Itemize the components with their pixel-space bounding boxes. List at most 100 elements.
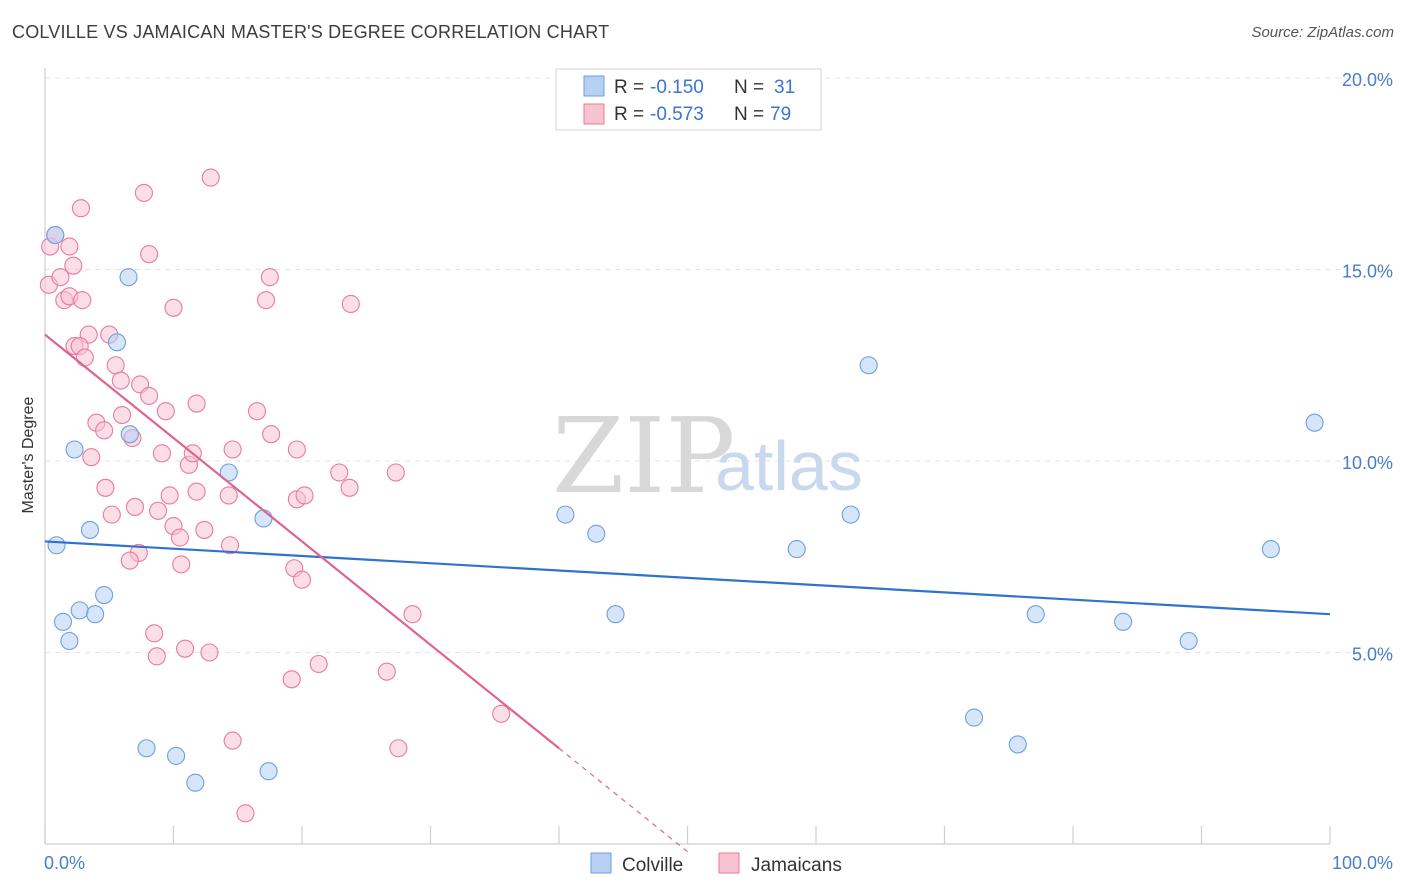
point-jamaicans-37 bbox=[152, 444, 171, 463]
point-colville-24 bbox=[965, 708, 984, 727]
bottom-legend-label-colville: Colville bbox=[622, 855, 683, 876]
point-jamaicans-9 bbox=[73, 291, 92, 310]
point-jamaicans-41 bbox=[219, 486, 238, 505]
point-jamaicans-29 bbox=[256, 291, 276, 310]
point-jamaicans-13 bbox=[75, 348, 94, 367]
point-colville-8 bbox=[254, 509, 273, 528]
point-jamaicans-26 bbox=[164, 298, 183, 317]
point-colville-13 bbox=[60, 631, 79, 651]
legend: R = -0.150 N = 31 R = -0.573 N = 79 bbox=[555, 68, 822, 131]
point-jamaicans-28 bbox=[260, 268, 279, 287]
y-tick-label-20: 20.0% bbox=[1342, 70, 1393, 90]
point-jamaicans-71 bbox=[389, 739, 408, 758]
point-jamaicans-32 bbox=[96, 478, 115, 497]
point-jamaicans-66 bbox=[309, 654, 328, 674]
point-jamaicans-24 bbox=[140, 245, 159, 264]
watermark-zip: ZIP bbox=[552, 395, 735, 517]
legend-r-value-1: -0.150 bbox=[650, 77, 704, 98]
point-jamaicans-69 bbox=[492, 704, 511, 723]
point-colville-3 bbox=[65, 440, 84, 459]
y-tick-label-5: 5.0% bbox=[1352, 645, 1393, 665]
point-colville-18 bbox=[556, 505, 575, 524]
point-jamaicans-53 bbox=[170, 528, 189, 547]
point-jamaicans-44 bbox=[247, 402, 267, 421]
point-jamaicans-50 bbox=[340, 478, 359, 497]
point-jamaicans-67 bbox=[282, 670, 301, 689]
point-colville-14 bbox=[137, 739, 156, 758]
point-colville-25 bbox=[1008, 735, 1027, 754]
legend-r-label-2: R = bbox=[614, 104, 644, 125]
point-jamaicans-30 bbox=[341, 294, 360, 314]
legend-n-label-2: N = bbox=[734, 104, 764, 125]
point-jamaicans-36 bbox=[160, 486, 179, 505]
point-jamaicans-3 bbox=[51, 268, 70, 287]
point-colville-11 bbox=[86, 605, 105, 624]
point-jamaicans-65 bbox=[200, 643, 219, 662]
point-jamaicans-7 bbox=[60, 237, 79, 256]
point-jamaicans-49 bbox=[330, 463, 349, 482]
point-colville-27 bbox=[1114, 612, 1133, 631]
point-colville-23 bbox=[859, 356, 878, 375]
legend-r-value-2: -0.573 bbox=[650, 104, 704, 125]
point-jamaicans-6 bbox=[71, 199, 91, 218]
bottom-legend-swatch-colville bbox=[590, 852, 612, 874]
point-colville-20 bbox=[606, 605, 625, 624]
point-colville-1 bbox=[119, 268, 138, 287]
point-jamaicans-62 bbox=[145, 624, 164, 643]
axes bbox=[44, 68, 1331, 845]
point-jamaicans-20 bbox=[156, 402, 175, 421]
legend-r-label-1: R = bbox=[614, 77, 644, 98]
legend-n-value-2: 79 bbox=[770, 104, 791, 125]
watermark-atlas: atlas bbox=[715, 427, 863, 505]
point-colville-10 bbox=[70, 601, 89, 620]
point-jamaicans-16 bbox=[111, 371, 130, 390]
bottom-legend: Colville Jamaicans bbox=[590, 852, 842, 876]
y-tick-label-15: 15.0% bbox=[1342, 262, 1393, 282]
point-colville-0 bbox=[46, 225, 65, 245]
point-jamaicans-43 bbox=[223, 440, 242, 459]
point-jamaicans-57 bbox=[220, 536, 240, 555]
trendline-jamaicans-extension bbox=[558, 747, 688, 853]
point-jamaicans-72 bbox=[236, 804, 255, 823]
legend-swatch-jamaicans bbox=[583, 103, 605, 125]
trend-lines bbox=[44, 333, 1331, 853]
point-jamaicans-64 bbox=[176, 639, 195, 658]
legend-swatch-colville bbox=[583, 75, 605, 97]
legend-n-label-1: N = bbox=[734, 77, 764, 98]
data-points bbox=[39, 168, 1324, 823]
point-jamaicans-33 bbox=[102, 505, 121, 524]
point-jamaicans-17 bbox=[113, 405, 132, 425]
point-colville-30 bbox=[1305, 413, 1324, 432]
chart-title: COLVILLE VS JAMAICAN MASTER'S DEGREE COR… bbox=[12, 22, 610, 42]
point-jamaicans-42 bbox=[187, 394, 206, 413]
x-tick-label-max: 100.0% bbox=[1332, 853, 1393, 873]
point-jamaicans-54 bbox=[195, 520, 214, 539]
point-colville-6 bbox=[80, 520, 100, 539]
bottom-legend-label-jamaicans: Jamaicans bbox=[751, 855, 842, 876]
point-jamaicans-22 bbox=[95, 421, 114, 440]
watermark: ZIP atlas bbox=[552, 395, 863, 517]
point-colville-21 bbox=[787, 540, 806, 559]
y-tick-label-10: 10.0% bbox=[1342, 453, 1393, 473]
point-jamaicans-31 bbox=[82, 448, 101, 467]
point-colville-16 bbox=[186, 773, 205, 792]
point-jamaicans-46 bbox=[287, 440, 306, 459]
gridlines bbox=[45, 77, 1395, 653]
point-colville-22 bbox=[841, 505, 860, 524]
point-jamaicans-61 bbox=[403, 605, 422, 624]
point-colville-19 bbox=[587, 524, 606, 543]
point-jamaicans-68 bbox=[377, 662, 396, 681]
point-jamaicans-63 bbox=[147, 647, 166, 666]
point-jamaicans-58 bbox=[172, 555, 191, 574]
point-colville-4 bbox=[120, 425, 139, 444]
point-colville-15 bbox=[167, 746, 186, 765]
point-jamaicans-45 bbox=[262, 425, 281, 444]
point-colville-5 bbox=[47, 536, 66, 555]
point-jamaicans-15 bbox=[106, 356, 125, 375]
x-tick-label-min: 0.0% bbox=[44, 853, 85, 873]
point-colville-12 bbox=[53, 612, 73, 631]
point-jamaicans-8 bbox=[64, 256, 83, 275]
point-jamaicans-25 bbox=[134, 183, 153, 202]
point-jamaicans-70 bbox=[223, 731, 242, 750]
point-jamaicans-19 bbox=[140, 386, 159, 405]
